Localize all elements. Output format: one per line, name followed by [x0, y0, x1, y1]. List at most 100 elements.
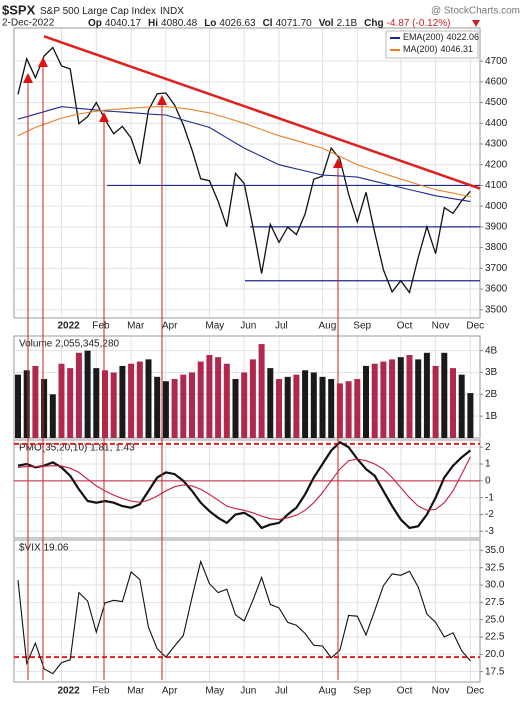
pmo-panel	[13, 439, 481, 539]
y-tick-label: 4200	[485, 159, 508, 170]
volume-bar	[293, 374, 300, 438]
volume-bar	[267, 368, 274, 438]
volume-bar	[363, 365, 369, 438]
series-line	[17, 106, 471, 203]
x-tick-label: Dec	[466, 686, 484, 697]
x-tick-label: Nov	[432, 686, 450, 697]
field-label: Lo	[204, 18, 216, 29]
x-tick-label: Oct	[397, 321, 413, 332]
volume-bar	[467, 393, 474, 438]
y-tick-label: 3B	[485, 367, 498, 378]
volume-bar	[171, 379, 178, 438]
legend-entry: MA(200) 4046.31	[403, 44, 473, 54]
x-tick-label: Jul	[275, 686, 288, 697]
volume-bar	[458, 374, 465, 438]
volume-bar	[249, 359, 256, 438]
panel-title: $VIX 19.06	[19, 543, 69, 554]
volume-bar	[23, 370, 30, 438]
volume-bar	[310, 372, 317, 438]
field-label: Op	[88, 18, 102, 29]
y-tick-label: 2B	[485, 389, 498, 400]
volume-bar	[15, 374, 21, 438]
y-tick-label: 4600	[485, 76, 508, 87]
y-tick-label: 4700	[485, 56, 508, 67]
volume-bar	[319, 376, 326, 438]
volume-bar	[49, 394, 56, 438]
y-tick-label: 35.0	[485, 545, 505, 556]
volume-bar	[423, 352, 430, 438]
signal-markers	[23, 57, 343, 680]
y-tick-label: 4300	[485, 139, 508, 150]
panel-title: Volume 2,055,345,280	[19, 339, 120, 350]
panel-content: 17.5 20.0 22.5 25.0 27.5 30.0 32.5 35.0 $VIX 19.…	[14, 543, 505, 677]
x-tick-label: 2022	[58, 686, 81, 697]
legend-value: 4022.06	[447, 32, 480, 42]
signal-triangle	[157, 95, 167, 105]
panel-content: -3 -2 -1 0 1 2 PMO(35,20,10) 1.81, 1.43	[14, 440, 494, 537]
volume-bar	[241, 372, 248, 438]
y-tick-label: 22.5	[485, 632, 505, 643]
name: S&P 500 Large Cap Index	[40, 6, 156, 17]
volume-bar	[110, 372, 117, 438]
volume-bar	[389, 359, 396, 438]
volume-bar	[371, 363, 378, 438]
volume-bar	[180, 374, 187, 438]
volume-bar	[67, 368, 74, 438]
vix-panel	[13, 539, 481, 683]
y-tick-label: 4B	[485, 345, 498, 356]
date: 2-Dec-2022	[2, 18, 55, 29]
source: @ StockCharts.com	[431, 6, 520, 17]
field-label: Hi	[148, 18, 158, 29]
volume-bar	[276, 379, 282, 438]
volume-bar	[102, 370, 108, 438]
series-line	[17, 559, 471, 675]
y-tick-label: 3800	[485, 242, 508, 253]
x-tick-label: Jun	[240, 686, 256, 697]
x-tick-label: Jun	[240, 321, 256, 332]
y-tick-label: 3500	[485, 304, 508, 315]
signal-triangle	[99, 112, 109, 122]
volume-bar	[232, 379, 239, 438]
field-label: Chg	[364, 18, 383, 29]
x-tick-label: Sep	[353, 321, 371, 332]
volume-bar	[441, 352, 448, 438]
y-tick-label: 4400	[485, 118, 508, 129]
x-tick-label: Jul	[275, 321, 288, 332]
x-tick-label: May	[205, 321, 224, 332]
index-name: S&P 500 Large Cap Index INDX	[40, 6, 184, 17]
volume-bar	[345, 381, 352, 438]
series-line	[17, 440, 472, 530]
x-tick-label: Aug	[319, 686, 337, 697]
panel-frames	[13, 27, 481, 683]
field-value: 4071.70	[276, 18, 313, 29]
volume-bar	[206, 355, 213, 438]
y-tick-label: 1	[485, 459, 491, 470]
y-tick-label: 17.5	[485, 666, 505, 677]
volume-bar	[432, 365, 439, 438]
field-label: Vol	[319, 18, 334, 29]
y-tick-label: 3900	[485, 221, 508, 232]
volume-bar	[380, 361, 387, 438]
volume-bar	[93, 368, 100, 438]
volume-bar	[328, 379, 335, 438]
x-tick-label: Oct	[397, 686, 413, 697]
legend-name: MA(200)	[403, 44, 438, 54]
price-panel	[13, 27, 481, 319]
field-value: 4080.48	[161, 18, 198, 29]
volume-bar	[32, 365, 39, 438]
series-line	[17, 46, 471, 294]
y-tick-label: -3	[485, 526, 494, 537]
legend-box	[385, 30, 479, 59]
volume-bar	[284, 376, 291, 438]
x-tick-label: Mar	[127, 686, 145, 697]
y-tick-label: 4500	[485, 97, 508, 108]
symbol: $SPX	[2, 2, 36, 17]
y-tick-label: 3700	[485, 263, 508, 274]
x-tick-label: May	[205, 686, 224, 697]
volume-bar	[406, 355, 413, 438]
volume-bar	[58, 363, 65, 438]
header: $SPX S&P 500 Large Cap Index INDX @ Stock…	[2, 2, 520, 681]
trendline	[43, 35, 481, 190]
field-label: Cl	[263, 18, 273, 29]
